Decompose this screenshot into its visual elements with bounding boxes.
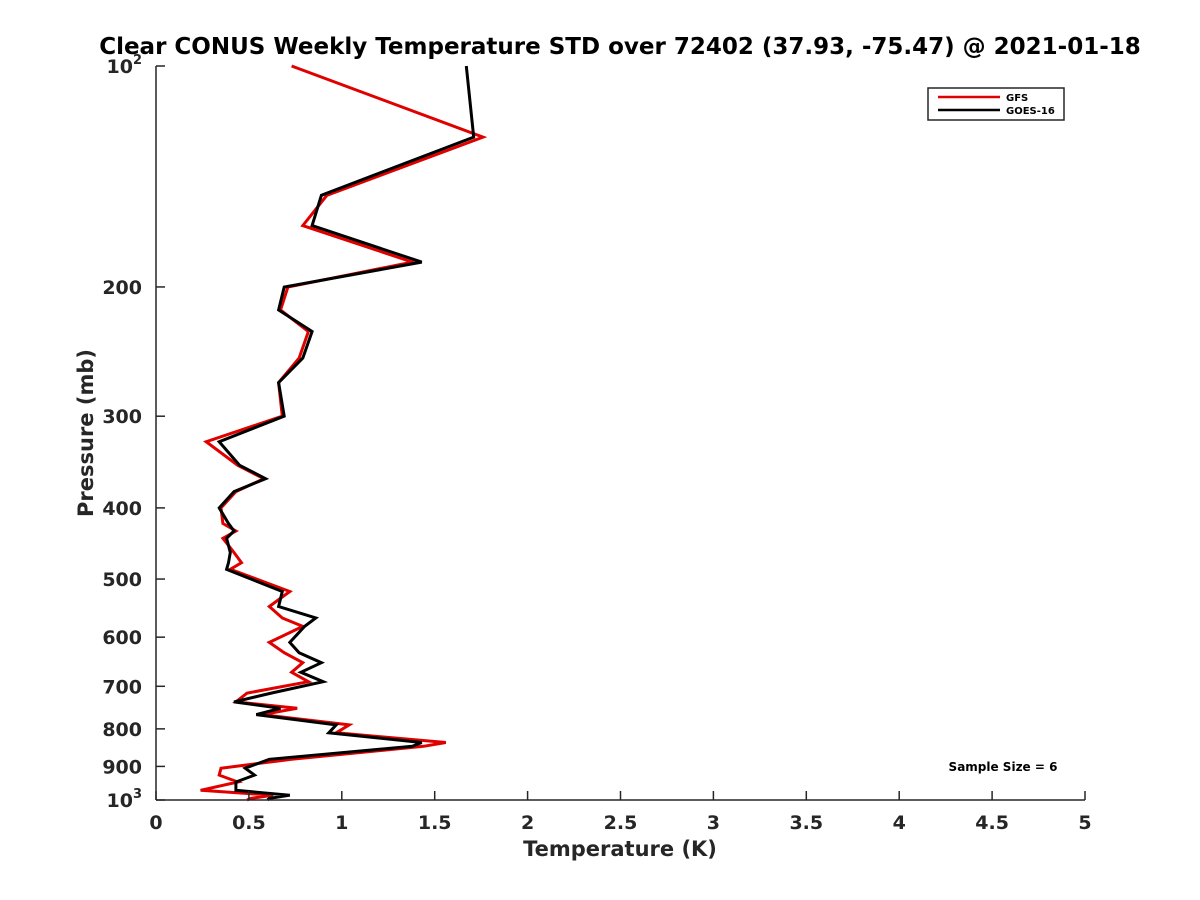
y-ticks: 102 200 300 400 500 600 700 800 900 103 <box>102 53 165 812</box>
y-tick-label: 103 <box>107 787 143 812</box>
axes <box>155 66 1085 801</box>
legend: GFS GOES-16 <box>927 87 1065 121</box>
legend-box <box>927 87 1065 121</box>
y-tick-label: 700 <box>102 676 142 698</box>
x-tick-label: 3 <box>707 812 720 834</box>
y-tick-label: 300 <box>102 406 142 428</box>
y-tick-label: 102 <box>107 53 143 78</box>
x-tick-label: 4 <box>893 812 906 834</box>
sample-size-annotation: Sample Size = 6 <box>949 760 1058 774</box>
y-tick-label: 800 <box>102 719 142 741</box>
x-tick-label: 2 <box>521 812 534 834</box>
y-tick-label: 400 <box>102 498 142 520</box>
series-line-goes16 <box>216 65 476 802</box>
legend-label-gfs: GFS <box>1006 93 1028 104</box>
y-tick-label: 600 <box>102 627 142 649</box>
x-tick-label: 1 <box>335 812 348 834</box>
y-tick-label: 500 <box>102 569 142 591</box>
x-ticks: 0 0.5 1 1.5 2 2.5 3 3.5 4 4.5 5 <box>149 791 1092 834</box>
chart-title: Clear CONUS Weekly Temperature STD over … <box>99 34 1141 60</box>
x-tick-label: 1.5 <box>418 812 452 834</box>
y-tick-label: 900 <box>102 756 142 778</box>
y-tick-label: 200 <box>102 277 142 299</box>
x-tick-label: 2.5 <box>604 812 638 834</box>
y-axis-label: Pressure (mb) <box>74 349 98 517</box>
x-axis-label: Temperature (K) <box>523 837 717 861</box>
x-tick-label: 0.5 <box>232 812 266 834</box>
legend-label-goes16: GOES-16 <box>1006 106 1055 117</box>
plot-lines <box>200 64 488 802</box>
x-tick-label: 0 <box>149 812 162 834</box>
x-tick-label: 4.5 <box>975 812 1009 834</box>
x-tick-label: 3.5 <box>789 812 823 834</box>
x-tick-label: 5 <box>1078 812 1091 834</box>
